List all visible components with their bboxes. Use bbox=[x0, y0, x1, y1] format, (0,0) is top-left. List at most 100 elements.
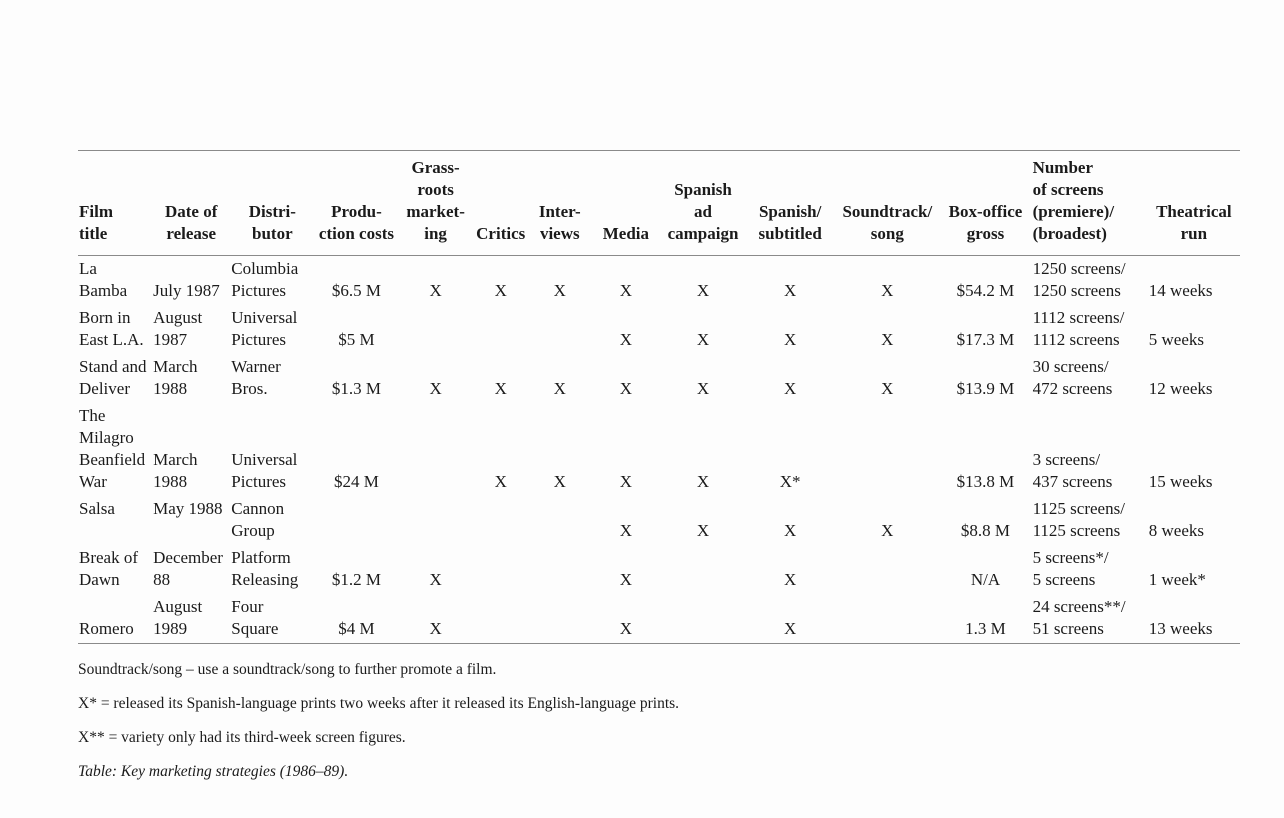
cell-interviews bbox=[529, 594, 591, 644]
cell-theatrical-run: 13 weeks bbox=[1148, 619, 1213, 638]
cell-box-office-gross: $17.3 M bbox=[956, 330, 1015, 349]
cell-box-office-gross: $8.8 M bbox=[960, 521, 1011, 540]
cell-soundtrack-song: X bbox=[881, 379, 894, 398]
cell-date-of-release: July 1987 bbox=[153, 281, 220, 300]
col-header-film-title: Film title bbox=[78, 150, 153, 256]
col-header-box-office-gross: Box-office gross bbox=[939, 150, 1032, 256]
cell-grassroots-marketing bbox=[399, 403, 473, 496]
cell-spanish-ad-campaign: X bbox=[696, 472, 710, 491]
cell-interviews: X bbox=[553, 379, 566, 398]
cell-distributor: Universal Pictures bbox=[231, 308, 298, 349]
cell-critics bbox=[473, 545, 529, 594]
cell-grassroots-marketing: X bbox=[429, 379, 442, 398]
cell-grassroots-marketing bbox=[399, 496, 473, 545]
cell-film-title: La Bamba bbox=[79, 259, 128, 300]
cell-critics bbox=[473, 594, 529, 644]
cell-grassroots-marketing: X bbox=[429, 281, 442, 300]
cell-spanish-subtitled: X bbox=[784, 521, 797, 540]
cell-theatrical-run: 8 weeks bbox=[1148, 521, 1204, 540]
cell-spanish-ad-campaign bbox=[661, 545, 745, 594]
col-header-number-of-screens: Number of screens (premiere)/ (broadest) bbox=[1031, 150, 1148, 256]
cell-spanish-ad-campaign: X bbox=[696, 521, 710, 540]
cell-distributor: Columbia Pictures bbox=[231, 259, 299, 300]
cell-production-costs: $6.5 M bbox=[331, 281, 382, 300]
cell-interviews: X bbox=[553, 281, 566, 300]
col-header-media: Media bbox=[590, 150, 661, 256]
cell-spanish-ad-campaign: X bbox=[696, 379, 710, 398]
col-header-interviews: Inter- views bbox=[528, 150, 591, 256]
cell-number-of-screens: 1112 screens/ 1112 screens bbox=[1032, 308, 1125, 349]
col-header-grassroots-marketing: Grass- roots market- ing bbox=[398, 150, 473, 256]
cell-spanish-ad-campaign bbox=[661, 594, 745, 644]
cell-spanish-ad-campaign: X bbox=[696, 330, 710, 349]
cell-media: X bbox=[619, 472, 633, 491]
cell-date-of-release: August 1989 bbox=[153, 597, 203, 638]
cell-soundtrack-song bbox=[835, 403, 939, 496]
cell-number-of-screens: 1125 screens/ 1125 screens bbox=[1032, 499, 1125, 540]
cell-box-office-gross: 1.3 M bbox=[965, 619, 1006, 638]
cell-film-title: Born in East L.A. bbox=[79, 308, 144, 349]
cell-production-costs: $1.3 M bbox=[331, 379, 382, 398]
cell-interviews: X bbox=[553, 472, 566, 491]
col-header-production-costs: Produ- ction costs bbox=[314, 150, 399, 256]
cell-production-costs: $24 M bbox=[334, 472, 379, 491]
col-header-soundtrack-song: Soundtrack/ song bbox=[835, 150, 940, 256]
cell-film-title: The Milagro Beanfield War bbox=[79, 406, 146, 491]
table-row: Born in East L.A. August 1987 Universal Pi… bbox=[78, 305, 1240, 354]
cell-interviews bbox=[529, 545, 591, 594]
cell-distributor: Warner Bros. bbox=[231, 357, 281, 398]
cell-distributor: Cannon Group bbox=[231, 499, 285, 540]
cell-number-of-screens: 3 screens/ 437 screens bbox=[1032, 450, 1113, 491]
cell-distributor: Platform Releasing bbox=[231, 548, 299, 589]
header-row: Film title Date of release Distri- butor Pr… bbox=[78, 150, 1240, 256]
cell-theatrical-run: 12 weeks bbox=[1148, 379, 1213, 398]
cell-soundtrack-song: X bbox=[881, 281, 894, 300]
cell-media: X bbox=[619, 521, 633, 540]
cell-production-costs bbox=[314, 496, 398, 545]
cell-spanish-subtitled: X bbox=[784, 330, 797, 349]
cell-soundtrack-song bbox=[835, 545, 939, 594]
table-row: La Bamba July 1987 Columbia Pictures $6.5 M… bbox=[78, 256, 1240, 306]
cell-box-office-gross: $54.2 M bbox=[956, 281, 1015, 300]
cell-spanish-subtitled: X bbox=[784, 281, 797, 300]
marketing-strategies-table: Film title Date of release Distri- butor Pr… bbox=[78, 150, 1240, 644]
footnotes: Soundtrack/song – use a soundtrack/song … bbox=[78, 660, 1240, 782]
cell-date-of-release: December 88 bbox=[153, 548, 223, 589]
col-header-critics: Critics bbox=[472, 150, 529, 256]
table-row: Break of Dawn December 88 Platform Releasi… bbox=[78, 545, 1240, 594]
cell-interviews bbox=[529, 496, 591, 545]
cell-spanish-subtitled: X bbox=[784, 619, 797, 638]
cell-production-costs: $5 M bbox=[338, 330, 375, 349]
table-row: Salsa May 1988 Cannon Group X X X X $8.8 M 112… bbox=[78, 496, 1240, 545]
cell-production-costs: $4 M bbox=[338, 619, 375, 638]
cell-spanish-subtitled: X bbox=[784, 570, 797, 589]
cell-soundtrack-song: X bbox=[881, 521, 894, 540]
cell-critics: X bbox=[494, 472, 507, 491]
cell-critics: X bbox=[494, 281, 507, 300]
table-row: The Milagro Beanfield War March 1988 Unive… bbox=[78, 403, 1240, 496]
cell-production-costs: $1.2 M bbox=[331, 570, 382, 589]
col-header-distributor: Distri- butor bbox=[230, 150, 315, 256]
cell-date-of-release: May 1988 bbox=[153, 499, 223, 518]
cell-theatrical-run: 1 week* bbox=[1148, 570, 1206, 589]
cell-date-of-release: August 1987 bbox=[153, 308, 203, 349]
cell-grassroots-marketing: X bbox=[429, 619, 442, 638]
cell-theatrical-run: 5 weeks bbox=[1148, 330, 1204, 349]
cell-number-of-screens: 24 screens**/ 51 screens bbox=[1032, 597, 1126, 638]
col-header-spanish-subtitled: Spanish/ subtitled bbox=[745, 150, 836, 256]
cell-number-of-screens: 5 screens*/ 5 screens bbox=[1032, 548, 1109, 589]
cell-critics bbox=[473, 496, 529, 545]
cell-soundtrack-song: X bbox=[881, 330, 894, 349]
cell-number-of-screens: 30 screens/ 472 screens bbox=[1032, 357, 1113, 398]
table-caption: Table: Key marketing strategies (1986–89… bbox=[78, 763, 349, 780]
cell-grassroots-marketing: X bbox=[429, 570, 442, 589]
table-header: Film title Date of release Distri- butor Pr… bbox=[78, 150, 1240, 256]
table-body: La Bamba July 1987 Columbia Pictures $6.5 M… bbox=[78, 256, 1240, 644]
cell-critics bbox=[473, 305, 529, 354]
footnote-soundtrack: Soundtrack/song – use a soundtrack/song … bbox=[78, 661, 497, 678]
cell-grassroots-marketing bbox=[399, 305, 473, 354]
cell-media: X bbox=[619, 379, 633, 398]
cell-film-title: Stand and Deliver bbox=[79, 357, 147, 398]
cell-media: X bbox=[619, 281, 633, 300]
